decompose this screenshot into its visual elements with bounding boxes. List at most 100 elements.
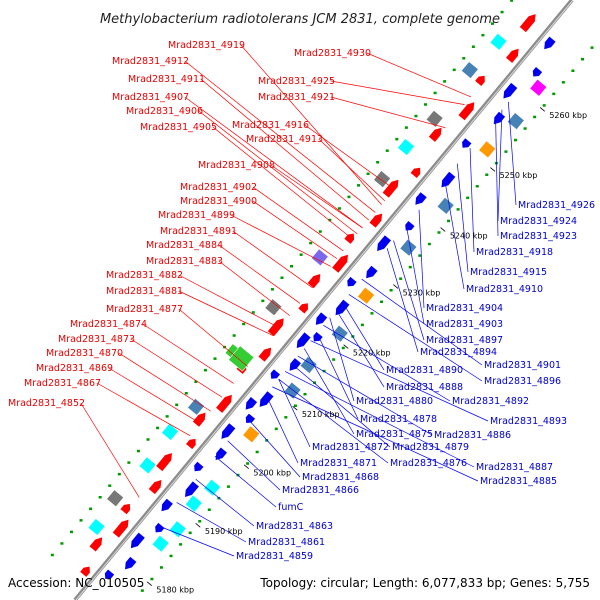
forward-gene-label: Mrad2831_4873 — [58, 334, 135, 345]
reverse-gene-label: Mrad2831_4903 — [426, 319, 503, 330]
forward-leader-line — [252, 186, 344, 252]
tick-mark — [243, 464, 249, 469]
reverse-gene-arrow — [493, 111, 506, 125]
reverse-gene-arrow — [125, 556, 137, 570]
reverse-category-box — [168, 520, 187, 539]
tick-mark — [393, 284, 399, 289]
forward-leader-line — [178, 308, 248, 367]
forward-gene-arrow — [307, 274, 321, 289]
gc-dot-forward — [500, 10, 504, 14]
tick-label: 5190 kbp — [205, 527, 243, 536]
reverse-leader-line — [284, 371, 475, 468]
forward-gene-arrow — [369, 213, 383, 228]
forward-leader-line — [184, 96, 363, 229]
gc-dot-forward — [79, 519, 83, 522]
reverse-leader-line — [278, 378, 389, 464]
reverse-gene-label: Mrad2831_4875 — [356, 429, 433, 440]
forward-category-box — [311, 248, 329, 267]
gc-dot-reverse — [313, 381, 317, 384]
forward-category-box — [187, 398, 205, 416]
gc-dot-reverse — [303, 392, 307, 396]
forward-category-box — [397, 138, 415, 156]
reverse-gene-arrow — [315, 312, 328, 325]
forward-gene-label: Mrad2831_4899 — [158, 210, 235, 221]
reverse-gene-label: Mrad2831_4888 — [386, 382, 463, 393]
gc-dot-reverse — [542, 104, 546, 107]
gc-dot-reverse — [399, 277, 403, 280]
reverse-gene-arrow — [347, 276, 357, 287]
reverse-gene-label: Mrad2831_4886 — [434, 430, 511, 441]
gc-dot-forward — [414, 114, 418, 118]
forward-leader-line — [318, 138, 386, 202]
reverse-gene-label: Mrad2831_4904 — [426, 303, 503, 314]
gc-dot-reverse — [293, 404, 297, 408]
forward-category-box — [489, 32, 508, 51]
forward-leader-line — [108, 367, 201, 424]
reverse-gene-label: Mrad2831_4878 — [360, 414, 437, 425]
forward-gene-label: Mrad2831_4905 — [140, 122, 217, 133]
reverse-category-box — [436, 197, 455, 215]
forward-leader-line — [330, 80, 465, 105]
gc-dot-reverse — [523, 127, 527, 130]
reverse-gene-arrow — [245, 397, 258, 410]
gc-dot-reverse — [226, 485, 230, 488]
forward-gene-label: Mrad2831_4911 — [128, 74, 205, 85]
forward-leader-line — [330, 96, 446, 129]
gc-dot-reverse — [552, 92, 556, 96]
gc-dot-reverse — [466, 196, 470, 200]
forward-gene-arrow — [186, 438, 196, 450]
gc-dot-forward — [462, 57, 466, 60]
gene-labels: Mrad2831_4919 Mrad2831_4930 Mrad2831_4912 M… — [8, 40, 595, 562]
reverse-gene-label: Mrad2831_4901 — [484, 360, 561, 371]
gc-dot-reverse — [150, 577, 154, 581]
reverse-leader-line — [456, 163, 469, 273]
forward-leader-line — [212, 126, 354, 240]
reverse-gene-arrow — [130, 532, 145, 549]
forward-gene-label: Mrad2831_4908 — [198, 160, 275, 171]
reverse-category-box — [507, 112, 525, 130]
gc-dot-forward — [443, 80, 447, 83]
reverse-category-box — [357, 286, 375, 305]
gc-dot-reverse — [513, 138, 517, 142]
tick-mark — [195, 523, 201, 528]
forward-category-box — [161, 423, 179, 441]
reverse-category-box — [184, 494, 203, 513]
gc-dot-forward — [261, 299, 265, 303]
forward-gene-label: Mrad2831_4907 — [112, 92, 189, 103]
reverse-gene-label: Mrad2831_4871 — [300, 458, 377, 469]
reverse-leader-line — [246, 417, 301, 478]
gc-dot-reverse — [140, 589, 144, 592]
gc-dot-forward — [89, 507, 93, 511]
reverse-gene-arrow — [270, 369, 281, 379]
gc-dot-forward — [232, 334, 236, 337]
gc-dot-forward — [490, 22, 494, 25]
forward-gene-arrow — [332, 254, 348, 273]
reverse-gene-arrow — [503, 82, 518, 99]
gc-dot-forward — [424, 103, 428, 106]
forward-leader-line — [142, 323, 234, 384]
gc-dot-reverse — [427, 242, 431, 246]
gc-dot-reverse — [341, 346, 345, 350]
forward-gene-arrow — [344, 233, 355, 244]
tick-mark — [292, 405, 298, 411]
forward-gene-arrow — [505, 48, 519, 63]
reverse-category-box — [242, 425, 261, 444]
reverse-leader-line — [297, 355, 433, 436]
gc-dot-forward — [117, 472, 121, 476]
reverse-leader-line — [348, 294, 483, 382]
gc-dot-reverse — [332, 358, 336, 361]
reverse-gene-arrow — [259, 391, 274, 407]
gc-dot-reverse — [246, 462, 250, 465]
backbone-layer — [73, 0, 574, 600]
forward-leader-line — [230, 214, 331, 267]
reverse-gene-label: Mrad2831_4880 — [356, 396, 433, 407]
gc-dot-forward — [357, 184, 361, 187]
forward-category-box — [87, 518, 106, 536]
tick-label: 5200 kbp — [253, 468, 291, 477]
reverse-gene-arrow — [366, 265, 378, 279]
tick-mark — [539, 107, 545, 112]
forward-leader-line — [184, 60, 376, 213]
gc-dot-forward — [270, 288, 274, 291]
reverse-gene-label: Mrad2831_4924 — [500, 216, 577, 227]
